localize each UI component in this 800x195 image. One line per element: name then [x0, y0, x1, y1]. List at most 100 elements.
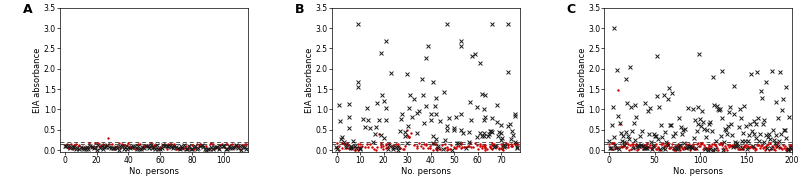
Point — [726, 144, 738, 148]
Point — [448, 145, 461, 148]
Point — [666, 142, 678, 145]
Text: A: A — [22, 4, 32, 16]
Point — [462, 130, 475, 133]
Point — [620, 147, 633, 150]
Point — [122, 142, 134, 145]
Point — [430, 112, 442, 115]
Point — [695, 143, 708, 146]
Point — [227, 146, 240, 149]
Point — [654, 123, 667, 127]
Point — [139, 144, 152, 147]
Point — [693, 52, 706, 55]
Point — [401, 134, 414, 137]
Point — [392, 146, 405, 149]
Point — [443, 116, 456, 120]
Point — [681, 145, 694, 148]
Point — [619, 142, 632, 145]
Point — [117, 144, 130, 147]
Point — [386, 146, 399, 149]
Point — [458, 145, 470, 148]
Point — [776, 147, 789, 150]
Point — [610, 147, 622, 150]
Point — [667, 148, 680, 151]
Point — [362, 118, 374, 121]
Point — [110, 146, 123, 149]
Point — [450, 115, 462, 118]
Point — [340, 142, 353, 145]
Point — [610, 145, 622, 148]
Point — [656, 143, 669, 146]
Point — [385, 71, 398, 74]
Point — [232, 147, 245, 150]
Point — [618, 143, 631, 146]
Point — [345, 145, 358, 148]
Point — [351, 142, 364, 145]
Point — [186, 144, 198, 147]
Point — [352, 22, 365, 26]
Point — [179, 144, 192, 147]
Point — [778, 147, 790, 150]
Point — [356, 118, 369, 121]
Point — [771, 144, 784, 147]
Point — [430, 146, 442, 150]
Point — [438, 142, 451, 145]
Point — [181, 147, 194, 151]
Point — [81, 146, 94, 149]
Point — [660, 141, 673, 144]
Point — [113, 148, 126, 151]
Point — [644, 144, 657, 147]
Point — [509, 143, 522, 146]
Point — [182, 144, 195, 147]
Point — [398, 148, 410, 151]
Point — [706, 148, 719, 151]
Point — [502, 125, 514, 128]
Point — [656, 135, 669, 138]
Point — [603, 145, 616, 149]
Point — [174, 145, 187, 148]
Point — [692, 144, 705, 147]
Point — [603, 147, 616, 150]
Point — [469, 52, 482, 56]
Point — [211, 145, 224, 149]
Point — [430, 148, 443, 151]
Point — [194, 145, 206, 148]
Point — [502, 143, 514, 146]
Point — [98, 146, 110, 149]
Point — [454, 44, 467, 47]
Point — [184, 147, 197, 150]
Point — [373, 133, 386, 136]
Point — [669, 145, 682, 148]
Point — [651, 147, 664, 150]
Point — [476, 146, 489, 150]
Point — [634, 145, 646, 148]
Point — [356, 144, 369, 148]
Point — [160, 145, 173, 148]
Point — [703, 147, 716, 150]
Point — [405, 131, 418, 134]
Point — [202, 147, 214, 151]
Point — [146, 145, 158, 148]
Point — [653, 105, 666, 108]
Point — [684, 148, 697, 151]
Point — [686, 108, 699, 111]
Point — [222, 147, 235, 150]
Point — [705, 129, 718, 132]
Point — [780, 85, 793, 88]
Point — [426, 135, 439, 138]
Point — [345, 144, 358, 147]
Point — [386, 147, 399, 150]
Point — [770, 146, 783, 149]
Point — [338, 143, 350, 146]
Point — [658, 148, 671, 151]
Point — [488, 145, 501, 148]
Point — [634, 144, 647, 147]
Point — [189, 144, 202, 147]
Point — [728, 85, 741, 88]
Point — [332, 144, 345, 147]
Point — [68, 145, 81, 148]
Point — [486, 142, 498, 145]
Point — [94, 146, 106, 149]
Point — [361, 107, 374, 110]
Point — [342, 144, 354, 147]
Point — [664, 147, 677, 150]
